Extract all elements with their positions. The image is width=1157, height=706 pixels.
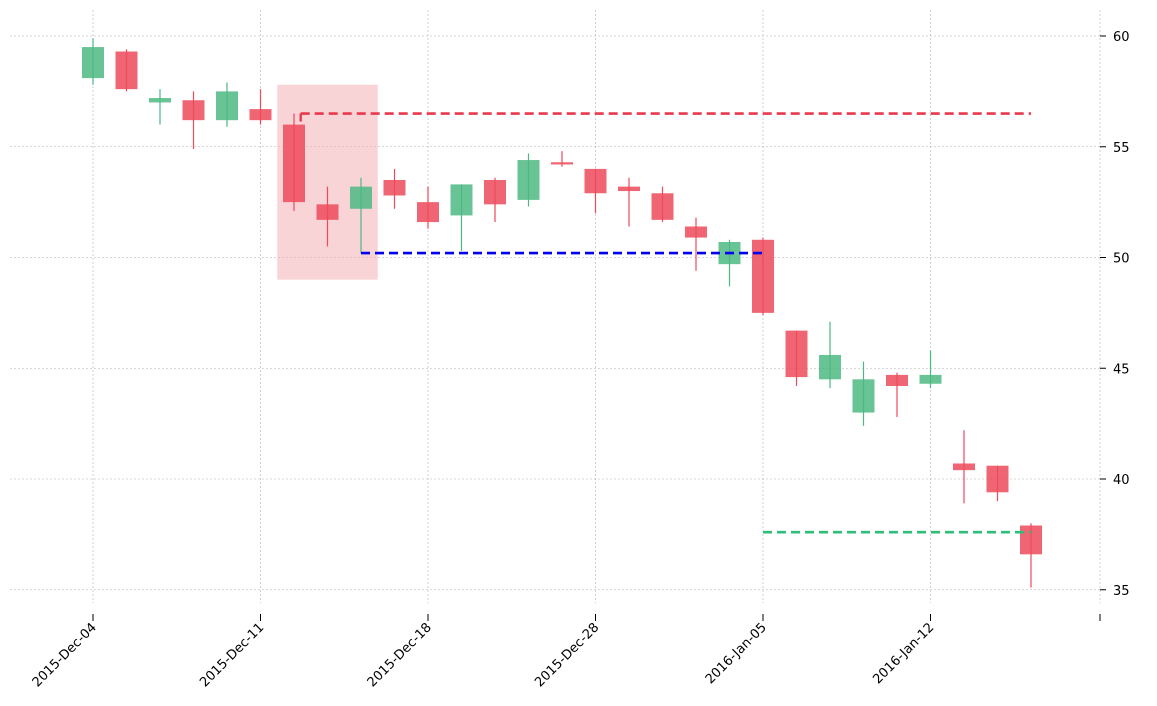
- candle-body: [350, 186, 372, 209]
- x-tick-label: 2016-Jan-12: [870, 620, 937, 687]
- axis-layer: 35 40 45 50 55 60 2015-Dec-04 2015-Dec-11 2015-D…: [30, 30, 1130, 690]
- candle-body: [852, 379, 875, 413]
- y-tick-label: 55: [1113, 141, 1130, 156]
- candle-body: [115, 51, 138, 90]
- candle-body: [685, 226, 707, 238]
- x-tick-label: 2016-Jan-05: [703, 620, 770, 687]
- candle-body: [886, 374, 908, 386]
- y-tick-label: 40: [1113, 473, 1130, 488]
- candle-body: [551, 162, 573, 165]
- candle-body: [417, 202, 439, 223]
- candle-body: [283, 124, 305, 203]
- candle-body: [450, 184, 473, 216]
- x-tick-label: 2015-Dec-28: [532, 620, 602, 690]
- candle-layer: [82, 38, 1042, 588]
- candle-body: [517, 160, 540, 200]
- candle-body: [785, 330, 808, 378]
- x-tick-label: 2015-Dec-04: [30, 620, 100, 690]
- candle-body: [216, 91, 238, 121]
- y-tick-label: 50: [1113, 252, 1130, 267]
- candle-body: [249, 109, 272, 121]
- candle-body: [1020, 525, 1042, 555]
- y-tick-label: 35: [1113, 584, 1130, 599]
- y-tick-label: 45: [1113, 362, 1130, 377]
- x-tick-label: 2015-Dec-18: [365, 620, 435, 690]
- candle-body: [752, 239, 774, 313]
- candle-body: [149, 98, 171, 103]
- candle-body: [383, 179, 406, 196]
- candle-body: [182, 100, 205, 121]
- x-tick-label: 2015-Dec-11: [197, 620, 267, 690]
- y-tick-label: 60: [1113, 30, 1130, 45]
- candle-body: [316, 204, 339, 220]
- candle-body: [584, 168, 607, 194]
- candle-body: [986, 465, 1009, 493]
- candle-body: [618, 186, 640, 192]
- annotation-line-layer: [299, 112, 1031, 534]
- candle-body: [953, 463, 975, 471]
- candle-body: [819, 354, 841, 380]
- grid-layer: [10, 10, 1101, 603]
- candle-body: [919, 374, 942, 384]
- candle-body: [82, 47, 104, 79]
- candle-body: [651, 193, 674, 220]
- candle-body: [484, 179, 506, 205]
